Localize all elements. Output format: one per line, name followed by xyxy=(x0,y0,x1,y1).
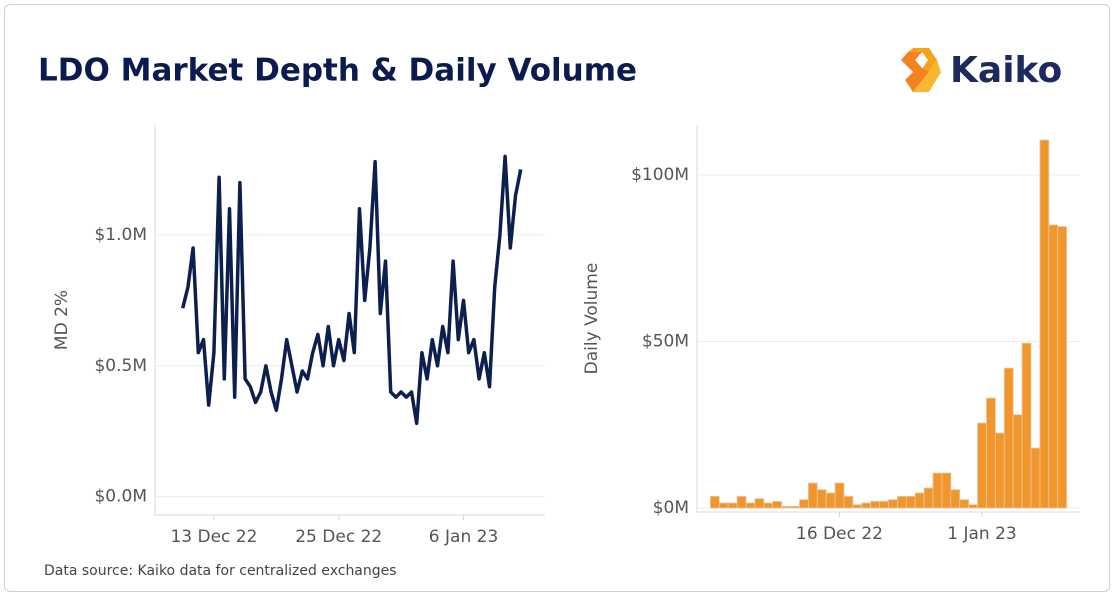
x-tick-label: 6 Jan 23 xyxy=(429,527,498,547)
bar xyxy=(727,502,738,509)
data-line xyxy=(181,154,523,426)
bar xyxy=(736,495,747,509)
bar xyxy=(763,502,774,509)
bar xyxy=(790,505,800,509)
bar xyxy=(959,499,970,509)
bar xyxy=(905,495,916,509)
bar xyxy=(888,499,898,509)
bar xyxy=(1048,224,1059,509)
x-tick-label: 25 Dec 22 xyxy=(295,527,382,547)
y-axis-label: Daily Volume xyxy=(582,263,602,375)
bar xyxy=(1003,367,1014,509)
bar xyxy=(825,492,836,509)
bar xyxy=(816,489,827,509)
x-tick-label: 1 Jan 23 xyxy=(947,524,1016,544)
bar xyxy=(932,472,943,509)
bar xyxy=(861,502,872,509)
bar xyxy=(772,500,783,509)
bar xyxy=(1039,139,1050,509)
bar xyxy=(1021,342,1032,509)
bar xyxy=(897,495,907,509)
bar xyxy=(843,495,854,509)
bar xyxy=(807,482,818,509)
bar xyxy=(718,502,729,509)
bar xyxy=(879,500,889,509)
y-axis-label: MD 2% xyxy=(52,290,72,350)
bar xyxy=(745,502,756,509)
bar xyxy=(941,472,952,509)
bar xyxy=(799,499,809,509)
bar xyxy=(754,498,765,509)
y-tick-label: $0.0M xyxy=(94,487,147,507)
bar xyxy=(709,495,720,509)
bar xyxy=(994,432,1005,509)
y-tick-label: $0.5M xyxy=(94,356,147,376)
y-tick-label: $1.0M xyxy=(94,225,147,245)
bar xyxy=(870,500,880,509)
logo-text: Kaiko xyxy=(950,50,1062,91)
bar xyxy=(1030,447,1041,509)
y-tick-label: $100M xyxy=(631,165,689,185)
bar xyxy=(834,482,845,509)
bar xyxy=(781,505,791,509)
bar xyxy=(977,422,987,509)
y-tick-label: $50M xyxy=(642,331,689,351)
card xyxy=(4,4,1110,592)
x-tick-label: 16 Dec 22 xyxy=(796,524,883,544)
logo-icon xyxy=(901,48,941,92)
bar xyxy=(923,487,934,509)
y-tick-label: $0M xyxy=(653,498,689,518)
bar xyxy=(914,492,925,509)
bar xyxy=(852,504,863,509)
bar xyxy=(950,489,961,509)
bar xyxy=(986,397,996,509)
bar xyxy=(1012,414,1023,509)
page-title: LDO Market Depth & Daily Volume xyxy=(38,53,637,89)
x-tick-label: 13 Dec 22 xyxy=(170,527,257,547)
source-note: Data source: Kaiko data for centralized … xyxy=(44,563,397,579)
bar xyxy=(1057,226,1068,509)
bar xyxy=(968,504,978,509)
